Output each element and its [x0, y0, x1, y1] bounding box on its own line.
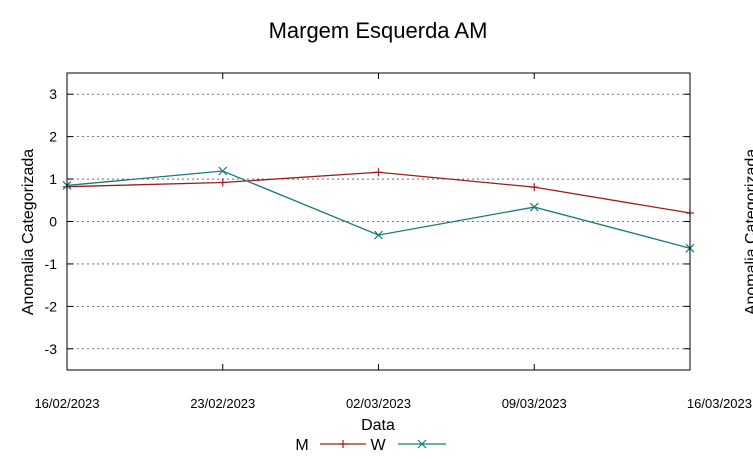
series-line-W [66, 170, 691, 249]
y-axis-label: Anomalia Categorizada [20, 149, 37, 315]
legend-label-M: M [295, 437, 308, 454]
y-tick-label: -1 [45, 256, 58, 272]
legend-label-W: W [370, 437, 386, 454]
marker-stroke [374, 230, 383, 240]
legend-marker-W [417, 439, 427, 449]
x-tick-label: 23/02/2023 [190, 396, 255, 411]
y-tick-label: 3 [49, 86, 57, 102]
marker-stroke [529, 202, 539, 212]
data-point-M [218, 178, 227, 187]
grid-lines [67, 93, 690, 350]
data-point-W [374, 230, 383, 240]
series-line-M [66, 171, 691, 214]
y-tick-label: 1 [49, 171, 57, 187]
marker-stroke [218, 166, 228, 176]
x-tick-label: 09/03/2023 [502, 396, 567, 411]
y-tick-label: -2 [45, 298, 58, 314]
data-point-W [529, 202, 539, 212]
data-point-M [374, 168, 383, 177]
data-point-W [218, 166, 228, 176]
y-tick-label: 0 [49, 214, 57, 230]
plot-frame [66, 72, 691, 371]
y-tick-label: 2 [49, 129, 57, 145]
right-y-axis-label-partial: Anomalia Categorizada [743, 149, 753, 315]
y-tick-label: -3 [45, 341, 58, 357]
y-axis-ticks: -3 -2 -1 0 1 2 3 [45, 86, 690, 357]
series-group [62, 166, 695, 253]
x-axis-ticks: 16/02/2023 23/02/2023 02/03/2023 09/03/2023… [34, 73, 752, 411]
x-axis-label: Data [361, 417, 395, 434]
x-tick-label: 16/03/2023 [687, 396, 752, 411]
x-tick-label: 02/03/2023 [346, 396, 411, 411]
chart-title: Margem Esquerda AM [269, 18, 488, 43]
data-point-M [530, 183, 539, 192]
x-tick-label: 16/02/2023 [34, 396, 99, 411]
